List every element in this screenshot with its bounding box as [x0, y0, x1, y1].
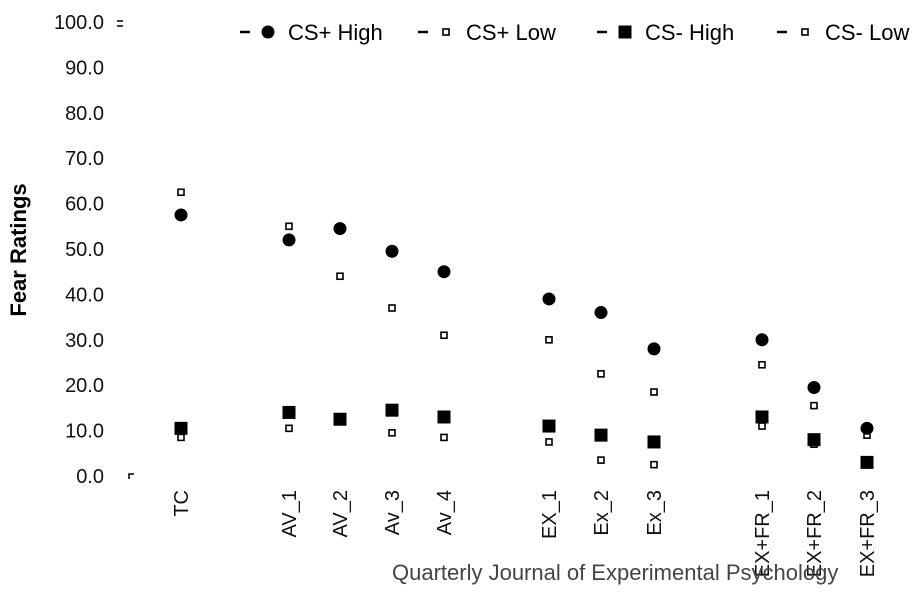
x-axis-ticks: TC AV_1 AV_2 Av_3 Av_4 EX_1 Ex_2 Ex_3 EX+FR_1 EX+… — [171, 490, 879, 577]
x-tick-label: Ex_3 — [644, 490, 666, 536]
journal-watermark: Quarterly Journal of Experimental Psycho… — [392, 560, 838, 585]
point-cs-plus-high — [594, 306, 608, 320]
y-tick-label: 0.0 — [76, 466, 104, 488]
y-axis-ticks: 0.0 10.0 20.0 30.0 40.0 50.0 60.0 70.0 80.0 90.0 1… — [54, 12, 134, 488]
legend-marker — [261, 25, 275, 39]
y-tick-label: 30.0 — [65, 330, 104, 352]
point-cs-plus-low — [758, 360, 766, 369]
point-cs--low — [597, 456, 605, 464]
point-cs-plus-low — [336, 272, 344, 281]
legend-marker — [442, 28, 450, 36]
point-cs--high — [807, 433, 821, 447]
point-cs-plus-low — [650, 388, 658, 396]
point-cs--low — [440, 433, 448, 442]
point-cs-plus-low — [285, 222, 293, 231]
x-tick-label: Av_4 — [434, 490, 456, 535]
point-cs--high — [542, 419, 556, 433]
y-tick-label: 50.0 — [65, 239, 104, 261]
x-tick-label: AV_1 — [279, 490, 301, 537]
legend-label: CS+ High — [288, 20, 383, 45]
legend-marker — [618, 25, 632, 39]
point-cs-plus-high — [647, 342, 661, 356]
x-tick-label: EX+FR_2 — [804, 490, 826, 577]
legend: CS+ High CS+ Low CS- High CS- Low — [240, 20, 909, 45]
point-cs-plus-high — [860, 421, 874, 435]
y-tick-label: 60.0 — [65, 194, 104, 216]
x-tick-label: TC — [171, 490, 193, 517]
legend-label: CS+ Low — [466, 20, 556, 45]
point-cs--high — [333, 412, 347, 426]
point-cs--high — [437, 410, 451, 424]
x-tick-label: AV_2 — [330, 490, 352, 537]
point-cs-plus-high — [807, 380, 821, 394]
point-cs--low — [285, 424, 293, 433]
point-cs-plus-high — [385, 244, 399, 258]
x-tick-label: Ex_2 — [591, 490, 613, 536]
y-tick-label: 20.0 — [65, 375, 104, 397]
point-cs--high — [647, 435, 661, 449]
point-cs--high — [594, 428, 608, 442]
y-tick-label: 100.0 — [54, 12, 104, 34]
point-cs--low — [650, 460, 658, 469]
point-cs--high — [174, 421, 188, 435]
legend-label: CS- High — [645, 20, 734, 45]
point-cs-plus-high — [542, 292, 556, 306]
y-tick-label: 80.0 — [65, 103, 104, 125]
point-cs-plus-low — [810, 401, 818, 410]
point-cs--low — [388, 429, 396, 437]
point-cs--low — [545, 438, 553, 446]
point-cs-plus-low — [177, 188, 185, 197]
legend-marker — [801, 28, 809, 36]
point-cs-plus-high — [437, 265, 451, 279]
x-tick-label: EX_1 — [539, 490, 561, 539]
point-cs--high — [282, 405, 296, 419]
y-axis-label: Fear Ratings — [6, 183, 31, 316]
point-cs-plus-low — [597, 370, 605, 378]
point-cs-plus-high — [333, 222, 347, 236]
y-tick-label: 90.0 — [65, 57, 104, 79]
point-cs-plus-high — [755, 333, 769, 347]
point-cs--high — [755, 410, 769, 424]
axis-origin-mark — [128, 473, 134, 479]
legend-label: CS- Low — [825, 20, 909, 45]
y-tick-label: 40.0 — [65, 284, 104, 306]
y-tick-label: 10.0 — [65, 421, 104, 443]
data-points — [174, 188, 874, 469]
point-cs--high — [385, 403, 399, 417]
point-cs--low — [758, 422, 766, 430]
x-tick-label: EX+FR_3 — [857, 490, 879, 577]
x-tick-label: Av_3 — [382, 490, 404, 535]
x-tick-label: EX+FR_1 — [752, 490, 774, 577]
point-cs--low — [177, 433, 185, 442]
point-cs-plus-low — [440, 331, 448, 340]
point-cs-plus-low — [545, 335, 553, 344]
point-cs-plus-low — [388, 304, 396, 312]
point-cs-plus-high — [282, 233, 296, 247]
y-axis-top-mark — [117, 20, 123, 27]
point-cs--high — [860, 455, 874, 469]
y-tick-label: 70.0 — [65, 148, 104, 170]
point-cs-plus-high — [174, 208, 188, 222]
